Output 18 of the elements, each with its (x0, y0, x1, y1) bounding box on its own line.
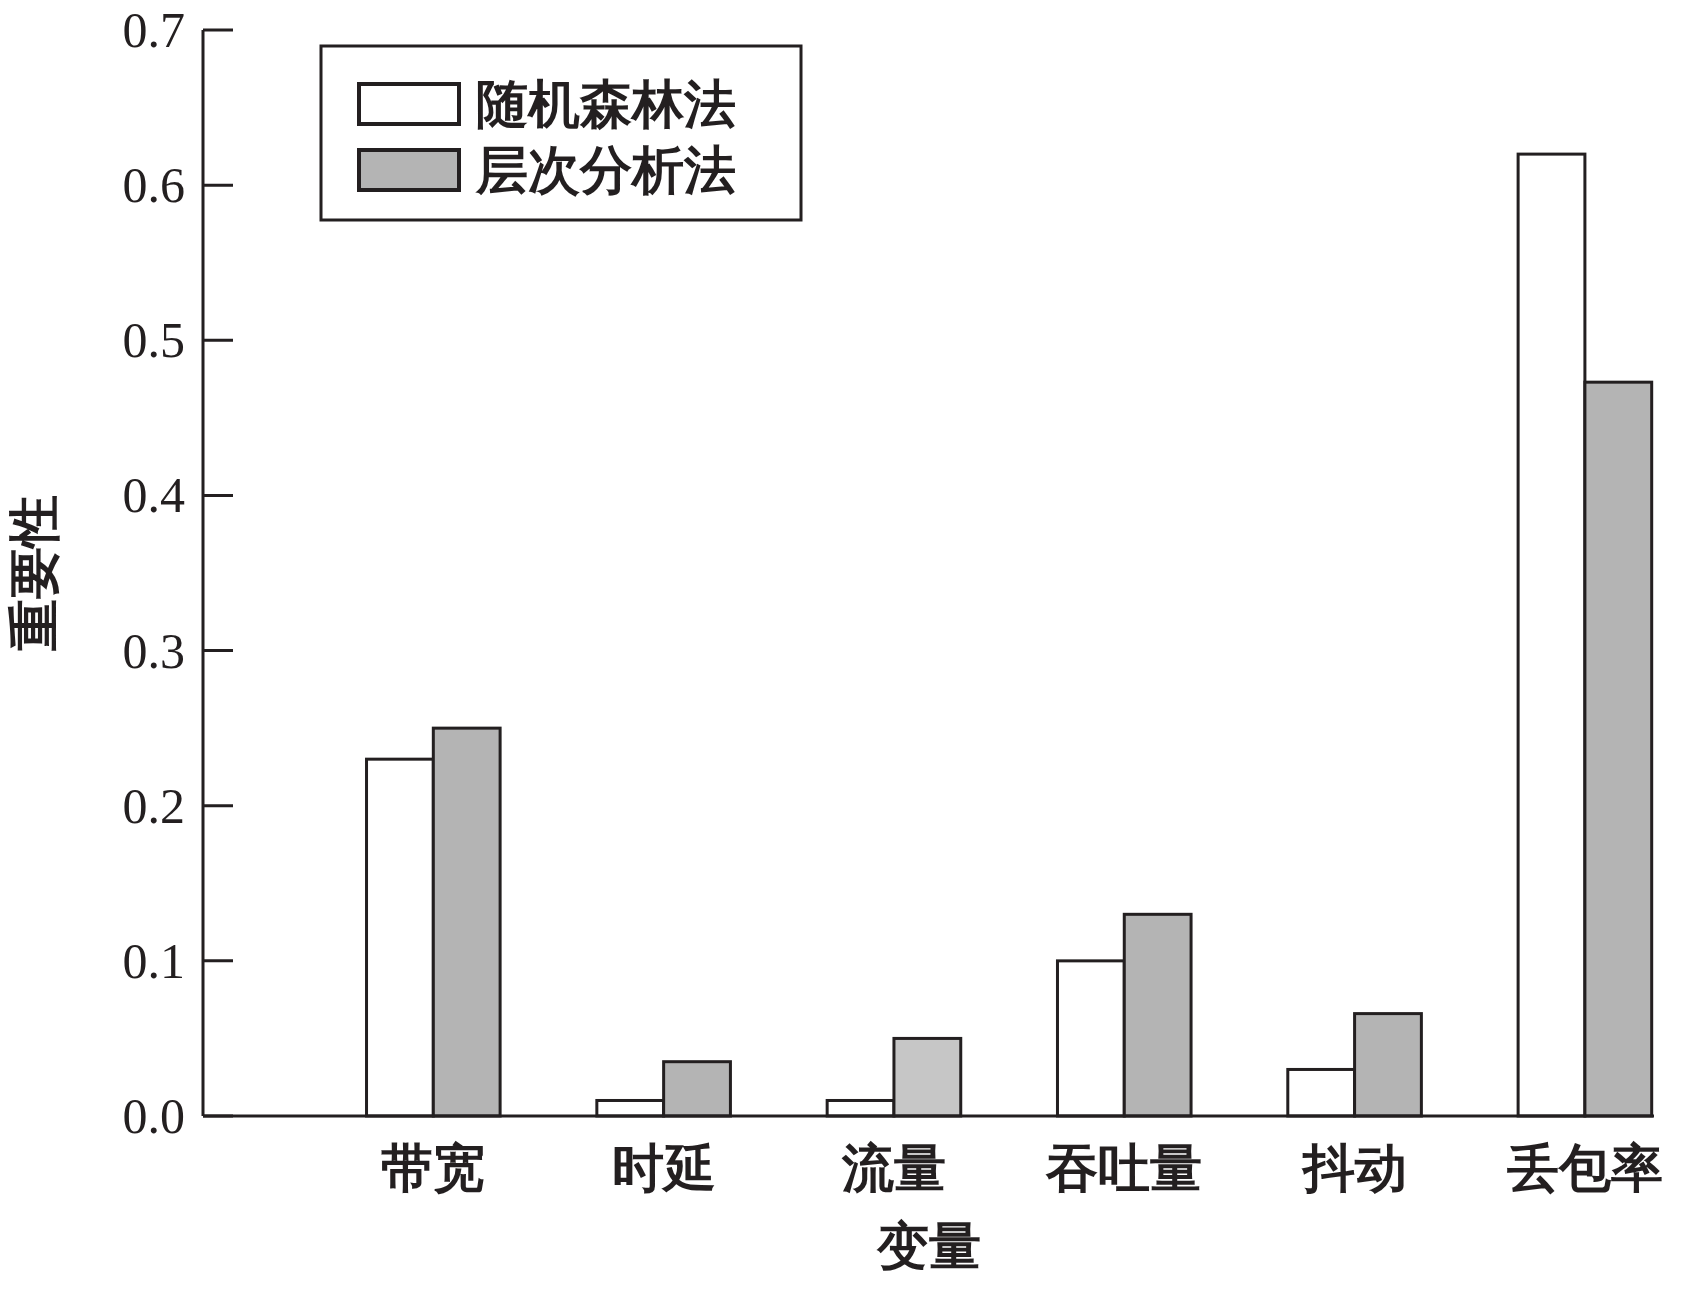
x-tick-label: 时延 (611, 1140, 716, 1197)
y-tick-label: 0.1 (122, 932, 185, 989)
y-tick-label: 0.6 (122, 157, 185, 214)
x-axis-title: 变量 (875, 1218, 981, 1275)
x-tick-label: 带宽 (381, 1140, 486, 1197)
legend-label: 随机森林法 (476, 76, 736, 133)
y-tick-label: 0.3 (122, 622, 185, 679)
x-tick-label: 流量 (840, 1140, 946, 1197)
x-tick-label: 吞吐量 (1045, 1140, 1203, 1197)
legend-label: 层次分析法 (475, 142, 736, 199)
x-tick-label: 抖动 (1300, 1140, 1407, 1197)
y-tick-label: 0.5 (122, 312, 185, 369)
x-tick-label: 丢包率 (1505, 1140, 1663, 1197)
y-tick-label: 0.2 (122, 777, 185, 834)
y-tick-label: 0.4 (122, 467, 185, 524)
y-axis-title: 重要性 (6, 495, 63, 651)
y-tick-label: 0.7 (122, 2, 185, 58)
y-tick-label: 0.0 (122, 1088, 185, 1144)
